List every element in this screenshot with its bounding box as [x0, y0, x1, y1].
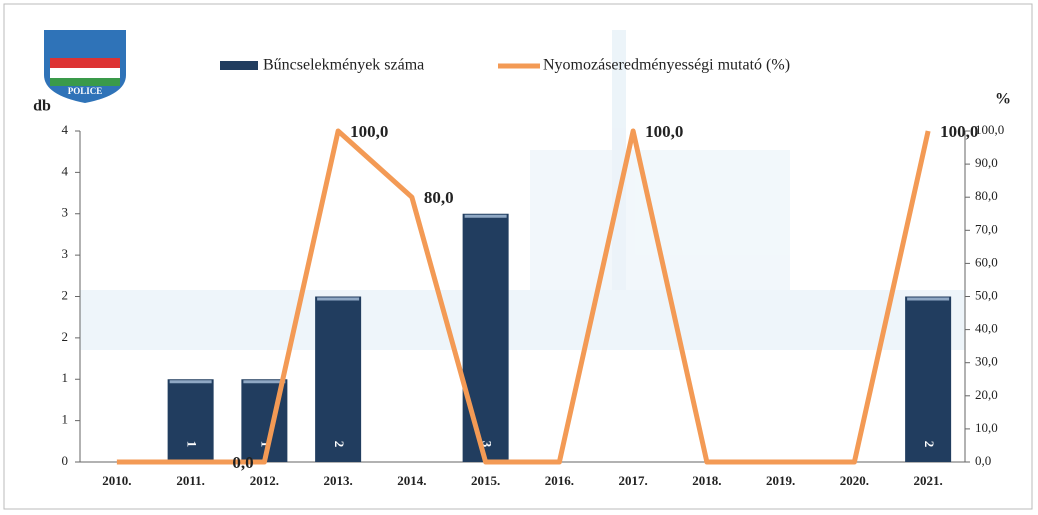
logo-stripe	[50, 78, 120, 86]
logo-stripe	[50, 68, 120, 78]
bar-value-label: 2	[332, 441, 347, 448]
legend-label: Bűncselekmények száma	[263, 57, 424, 74]
legend-label: Nyomozáseredményességi mutató (%)	[543, 57, 790, 74]
bar	[167, 379, 214, 462]
y2-tick-label: 100,0	[975, 122, 1004, 137]
bar	[905, 296, 952, 462]
x-tick-label: 2011.	[176, 473, 205, 488]
background	[80, 30, 965, 350]
x-tick-label: 2018.	[692, 473, 721, 488]
bar-highlight	[317, 297, 360, 301]
y-tick-label: 4	[62, 163, 69, 178]
logo-text: POLICE	[68, 86, 103, 96]
y2-tick-label: 60,0	[975, 254, 998, 269]
bar-highlight	[464, 214, 507, 218]
frame	[3, 3, 1033, 510]
bg-band	[80, 290, 965, 350]
x-tick-label: 2019.	[766, 473, 795, 488]
logo: POLICE	[44, 30, 126, 103]
x-tick-label: 2016.	[545, 473, 574, 488]
bg-building	[530, 150, 790, 290]
bar	[462, 213, 509, 462]
x-tick-label: 2021.	[914, 473, 943, 488]
bar-highlight	[169, 380, 212, 384]
y-tick-label: 2	[62, 329, 69, 344]
bar-highlight	[907, 297, 950, 301]
line-value-label: 0,0	[232, 453, 253, 472]
y2-axis-title: %	[995, 91, 1011, 108]
line-value-label: 100,0	[350, 122, 388, 141]
x-tick-label: 2014.	[397, 473, 426, 488]
x-tick-label: 2013.	[324, 473, 353, 488]
bar	[315, 296, 362, 462]
y-tick-label: 0	[62, 453, 69, 468]
bar-value-label: 2	[922, 441, 937, 448]
x-tick-label: 2012.	[250, 473, 279, 488]
bar-value-label: 1	[185, 441, 200, 448]
y-tick-label: 4	[62, 122, 69, 137]
logo-stripe	[50, 58, 120, 68]
y2-tick-label: 90,0	[975, 155, 998, 170]
y-tick-label: 2	[62, 287, 69, 302]
y-tick-label: 3	[62, 246, 69, 261]
legend-swatch	[220, 61, 258, 70]
y2-tick-label: 10,0	[975, 420, 998, 435]
bg-tower	[612, 30, 626, 290]
line	[116, 128, 931, 465]
y2-tick-label: 40,0	[975, 321, 998, 336]
line-value-label: 100,0	[645, 122, 683, 141]
line-value-label: 80,0	[424, 188, 454, 207]
line-value-label: 100,0	[940, 122, 978, 141]
x-tick-label: 2015.	[471, 473, 500, 488]
bar-value-label: 3	[480, 441, 495, 448]
y2-tick-label: 0,0	[975, 453, 991, 468]
y-tick-label: 1	[62, 412, 69, 427]
x-tick-label: 2017.	[619, 473, 648, 488]
y2-tick-label: 20,0	[975, 387, 998, 402]
y2-tick-label: 70,0	[975, 221, 998, 236]
bar-highlight	[243, 380, 286, 384]
x-tick-label: 2020.	[840, 473, 869, 488]
y2-tick-label: 50,0	[975, 287, 998, 302]
y2-tick-label: 80,0	[975, 188, 998, 203]
y-tick-label: 3	[62, 205, 69, 220]
y-tick-label: 1	[62, 370, 69, 385]
y2-tick-label: 30,0	[975, 354, 998, 369]
x-tick-label: 2010.	[102, 473, 131, 488]
y-axis-title: db	[33, 98, 51, 115]
